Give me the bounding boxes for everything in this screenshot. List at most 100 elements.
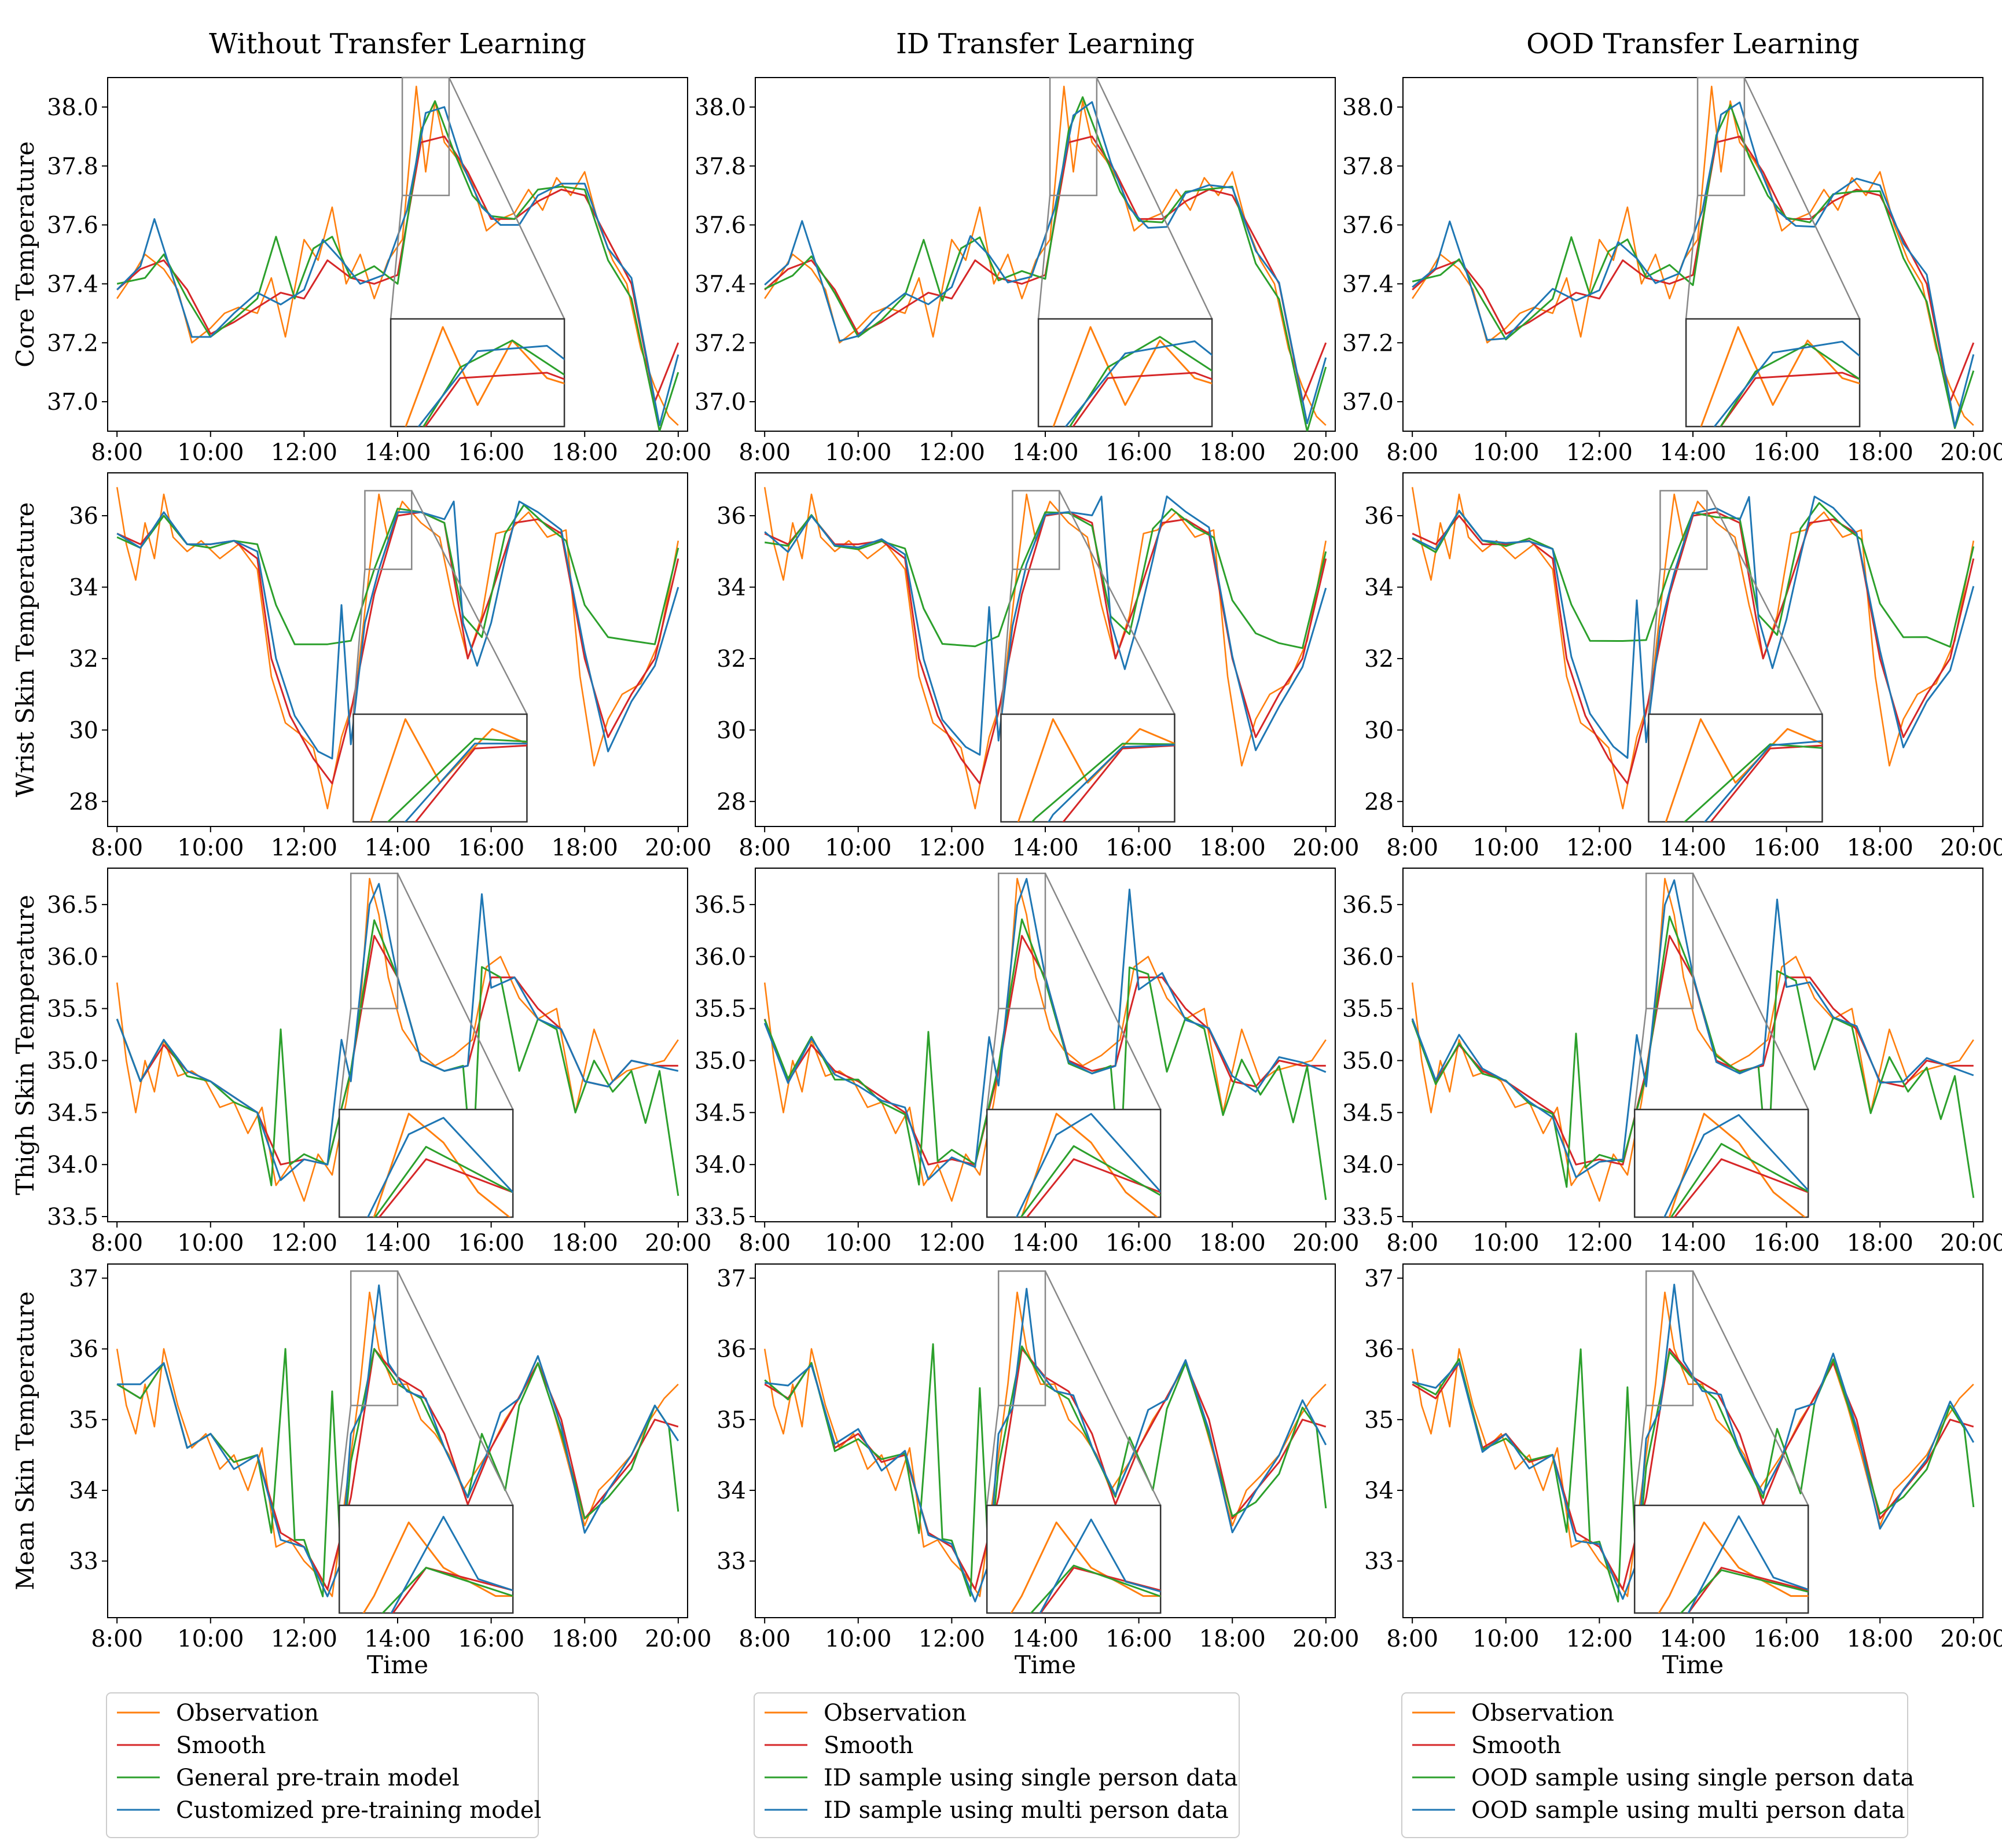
x-axis-label: Time [1015,1651,1076,1679]
y-tick-label: 34 [717,1478,746,1504]
y-tick-label: 34.5 [47,1100,98,1126]
x-tick-label: 12:00 [271,835,337,861]
panel-r1-c2: 8:00 10:00 12:00 14:00 16:00 18:00 20:00 28 30 32… [1364,472,2002,861]
inset-axes [1000,713,1176,823]
zoom-connector [1096,77,1213,319]
zoom-connector [1000,569,1013,715]
zoom-connector [1692,1270,1809,1506]
x-tick-label: 14:00 [1012,835,1078,861]
axes-frame [1402,77,1983,432]
x-tick-label: 10:00 [825,1626,891,1652]
y-tick-label: 37.4 [47,271,98,297]
y-tick-label: 35.0 [1342,1048,1394,1074]
x-tick-label: 18:00 [1199,1230,1266,1257]
series-multi-line [763,877,1327,1181]
inset-series-observation-line [362,1521,513,1613]
panel-r3-c2: 8:00 10:00 12:00 14:00 16:00 18:00 20:00 33 34 35… [1364,1263,2002,1679]
inset-series-single-line [387,737,527,822]
x-tick-label: 14:00 [364,1626,431,1652]
y-tick-label: 32 [69,646,98,673]
x-tick-label: 8:00 [1386,1626,1438,1652]
zoom-connector [1685,195,1699,319]
y-axis-label: Core Temperature [11,141,39,368]
x-tick-label: 20:00 [1292,439,1359,466]
y-tick-label: 36.5 [1342,892,1394,919]
x-tick-label: 16:00 [458,1626,524,1652]
x-tick-label: 16:00 [458,1230,524,1257]
y-tick-label: 28 [69,789,98,815]
x-tick-label: 18:00 [552,1230,618,1257]
y-tick-label: 35.5 [47,996,98,1023]
legend-entry: OOD sample using multi person data [1471,1797,1905,1824]
legend-entry: Smooth [1471,1732,1561,1759]
y-tick-label: 34.0 [47,1152,98,1178]
series-multi-line [116,883,679,1181]
zoom-connector [338,1405,352,1506]
x-tick-label: 20:00 [645,835,711,861]
legend-box [106,1692,539,1838]
inset-series-single-line [1683,743,1823,822]
x-tick-label: 8:00 [739,1626,791,1652]
x-tick-label: 10:00 [1472,1626,1539,1652]
zoom-connector [396,1270,514,1506]
y-tick-label: 34.0 [695,1152,746,1178]
legend-1: Observation Smooth ID sample using single … [754,1692,1240,1838]
inset-series-observation-line [1700,326,1860,427]
x-tick-label: 18:00 [1847,1626,1913,1652]
series-single-line [1411,915,1975,1198]
inset-series-multi-line [404,743,527,822]
zoom-region-box [1012,490,1060,570]
x-tick-label: 12:00 [1566,1626,1633,1652]
panel-r0-c1: 8:00 10:00 12:00 14:00 16:00 18:00 20:00 37.0 37… [695,76,1359,466]
x-tick-label: 12:00 [919,1626,985,1652]
y-tick-label: 37.4 [1342,271,1394,297]
y-tick-label: 35.0 [47,1048,98,1074]
x-tick-label: 14:00 [364,835,431,861]
series-multi-line [1412,101,1975,428]
column-title-1: ID Transfer Learning [896,28,1195,60]
x-tick-label: 18:00 [1199,439,1266,466]
x-tick-label: 14:00 [1659,835,1726,861]
zoom-connector [1633,1405,1647,1506]
inset-series-multi-line [1015,1113,1161,1217]
y-tick-label: 34 [717,574,746,601]
inset-series-observation-line [1052,326,1213,427]
zoom-region-box [350,872,399,1009]
inset-series-multi-line [1039,1518,1161,1613]
x-tick-label: 12:00 [271,1230,337,1257]
inset-series-single-line [1680,1569,1809,1613]
x-tick-label: 18:00 [1847,1230,1913,1257]
legend-box [754,1692,1240,1838]
inset-series-multi-line [1703,740,1823,822]
y-tick-label: 36.5 [47,892,98,919]
legend-entry: ID sample using multi person data [824,1797,1229,1824]
zoom-connector [338,1008,352,1110]
y-tick-label: 28 [717,789,746,815]
y-tick-label: 36 [717,503,746,530]
series-multi-line [117,1284,679,1597]
x-tick-label: 20:00 [645,1626,711,1652]
y-tick-label: 36 [69,1336,98,1363]
x-tick-label: 16:00 [1105,1230,1172,1257]
legend-box [1401,1692,1908,1838]
x-tick-label: 20:00 [1940,835,2002,861]
inset-series-single-line [1030,1564,1161,1613]
x-tick-label: 14:00 [1012,439,1078,466]
zoom-connector [986,1405,1000,1506]
x-tick-label: 10:00 [1472,835,1539,861]
y-tick-label: 36 [1364,1336,1394,1363]
zoom-region-box [401,76,450,196]
y-tick-label: 33.5 [1342,1204,1394,1230]
zoom-connector [1633,1008,1647,1110]
y-tick-label: 34 [1364,1478,1394,1504]
zoom-connector [352,569,366,715]
inset-axes [352,713,528,823]
series-multi-line [764,495,1327,756]
y-tick-label: 37.0 [695,389,746,416]
y-tick-label: 28 [1364,789,1394,815]
y-tick-label: 34.0 [1342,1152,1394,1178]
x-tick-label: 12:00 [1566,835,1633,861]
panel-r2-c2: 8:00 10:00 12:00 14:00 16:00 18:00 20:00 33.5 34… [1342,868,2002,1257]
inset-series-smooth-line [1062,744,1175,822]
y-tick-label: 35.0 [695,1048,746,1074]
